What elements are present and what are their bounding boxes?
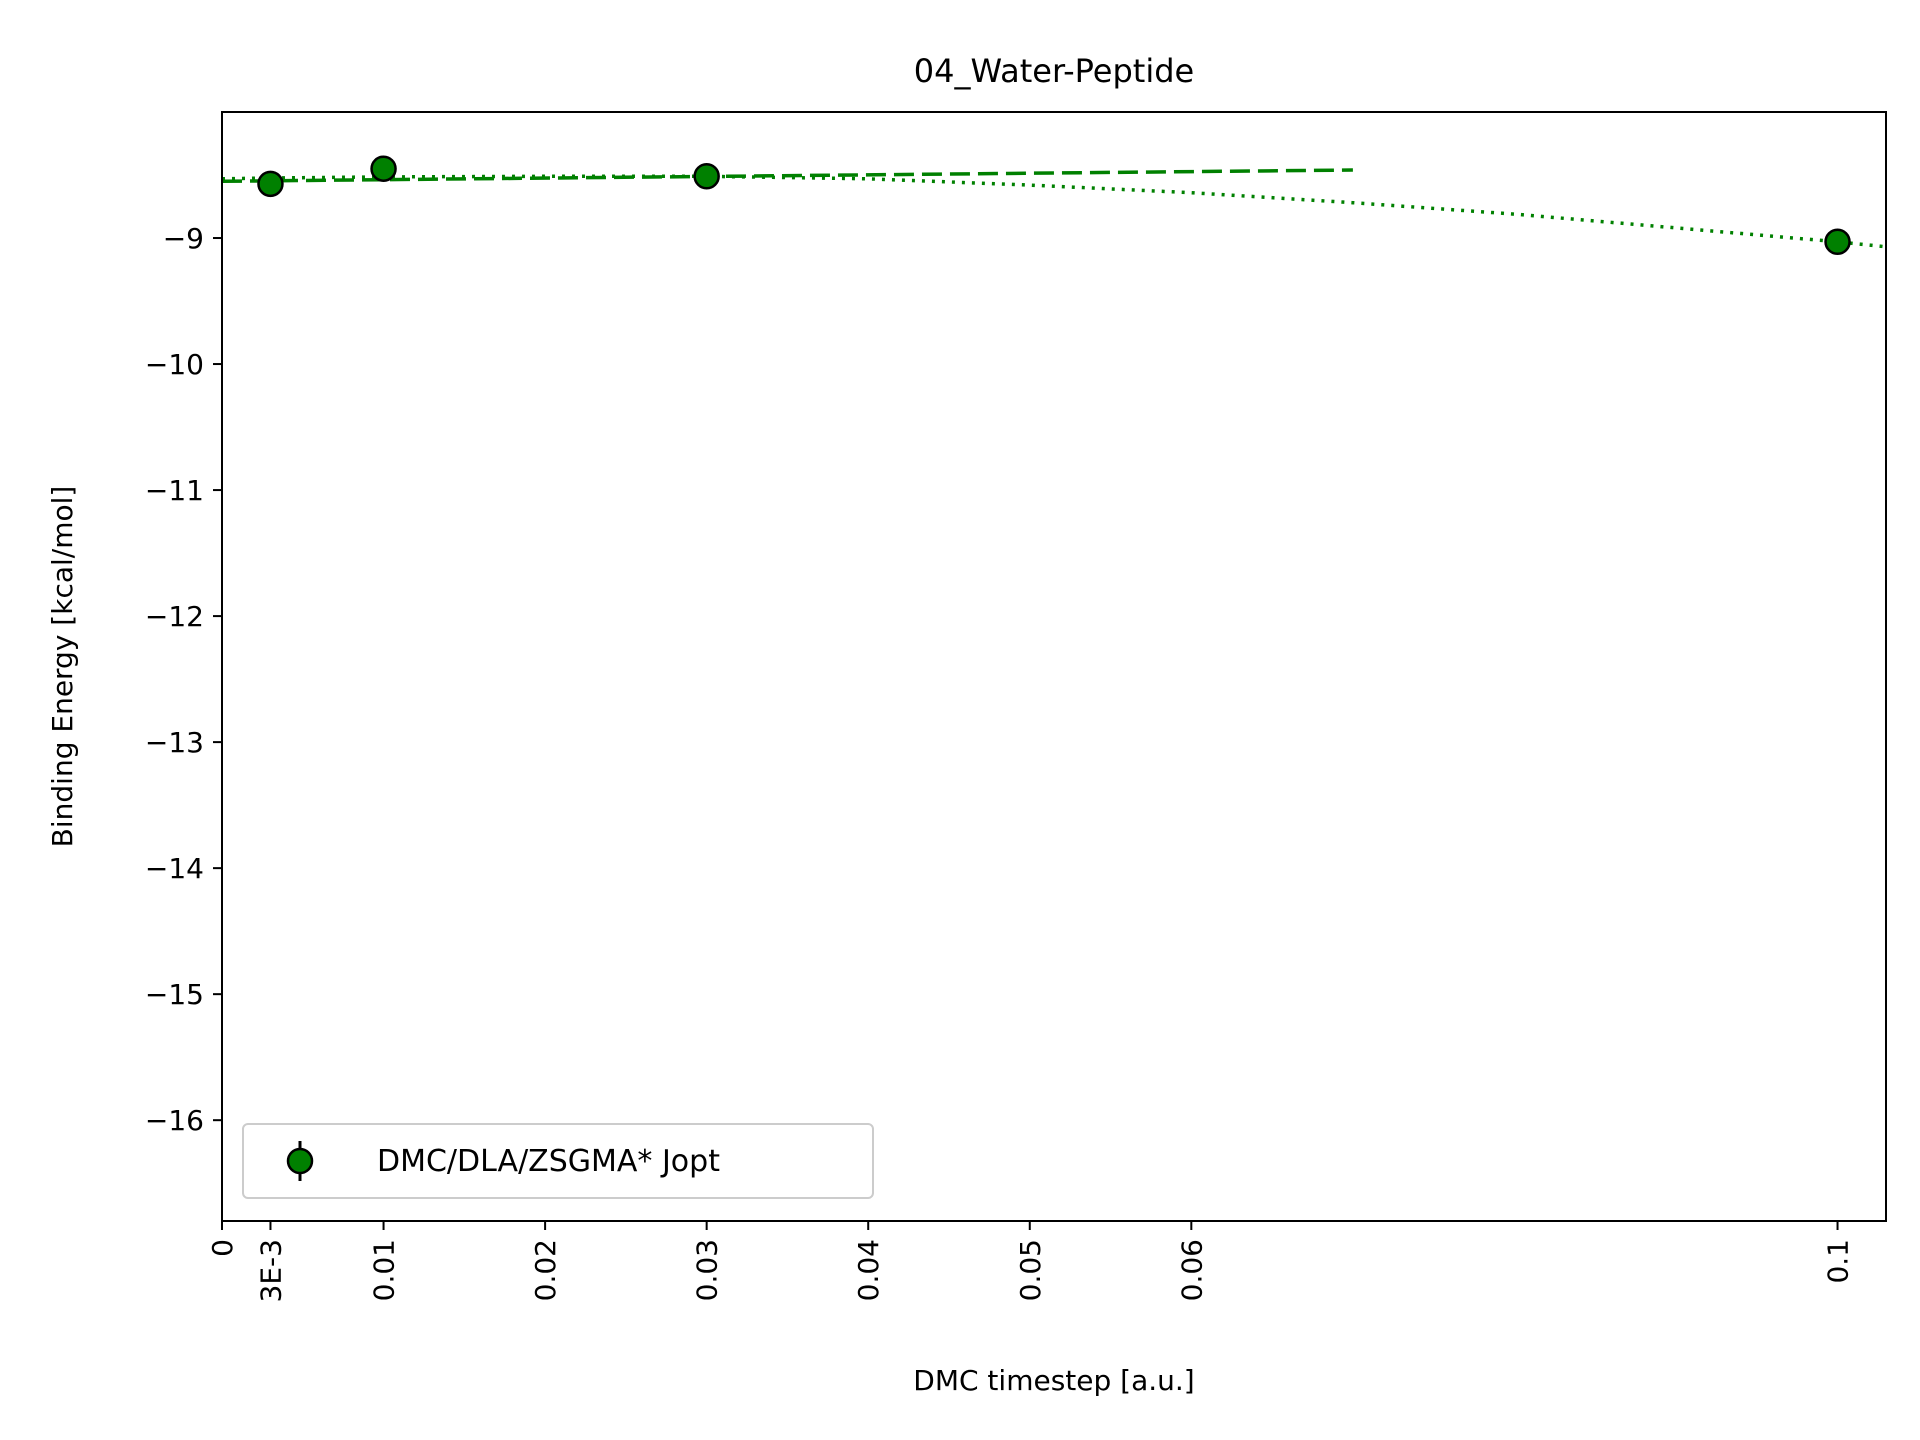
y-tick-label: −11 xyxy=(145,474,204,507)
legend-marker xyxy=(286,1147,314,1175)
legend-label: DMC/DLA/ZSGMA* Jopt xyxy=(377,1144,720,1179)
y-axis-ticks: −9 −10 −11 −12 −13 −14 −15 −16 xyxy=(145,222,222,1137)
y-tick-label: −10 xyxy=(145,348,204,381)
chart-title: 04_Water-Peptide xyxy=(914,52,1194,90)
y-tick-label: −14 xyxy=(145,852,204,885)
legend-box xyxy=(242,1123,874,1199)
fit-lines xyxy=(221,168,1887,249)
plot-frame xyxy=(221,111,1887,1222)
y-tick-label: −16 xyxy=(145,1104,204,1137)
x-tick-label: 0.01 xyxy=(368,1239,401,1301)
y-tick-label: −9 xyxy=(163,222,204,255)
x-axis-label: DMC timestep [a.u.] xyxy=(913,1364,1194,1397)
x-tick-label: 0.02 xyxy=(529,1239,562,1301)
legend: DMC/DLA/ZSGMA* Jopt xyxy=(242,1123,874,1199)
x-tick-label: 0 xyxy=(206,1239,239,1257)
y-tick-label: −13 xyxy=(145,726,204,759)
data-point xyxy=(257,170,284,198)
x-tick-label: 0.1 xyxy=(1822,1239,1855,1284)
data-point xyxy=(693,163,720,190)
x-axis-ticks: 0 3E-3 0.01 0.02 0.03 0.04 0.05 0.06 0.1 xyxy=(206,1221,1855,1302)
y-tick-label: −15 xyxy=(145,978,204,1011)
x-tick-label: 3E-3 xyxy=(254,1239,287,1302)
y-axis-label: Binding Energy [kcal/mol] xyxy=(46,486,79,848)
x-tick-label: 0.05 xyxy=(1014,1239,1047,1301)
x-tick-label: 0.03 xyxy=(691,1239,724,1301)
data-point xyxy=(370,155,397,182)
y-tick-label: −12 xyxy=(145,600,204,633)
x-tick-label: 0.04 xyxy=(852,1239,885,1301)
data-points xyxy=(257,155,1851,256)
x-tick-label: 0.06 xyxy=(1175,1239,1208,1301)
data-point xyxy=(1824,228,1851,256)
dashed-fit-line xyxy=(221,168,1353,184)
